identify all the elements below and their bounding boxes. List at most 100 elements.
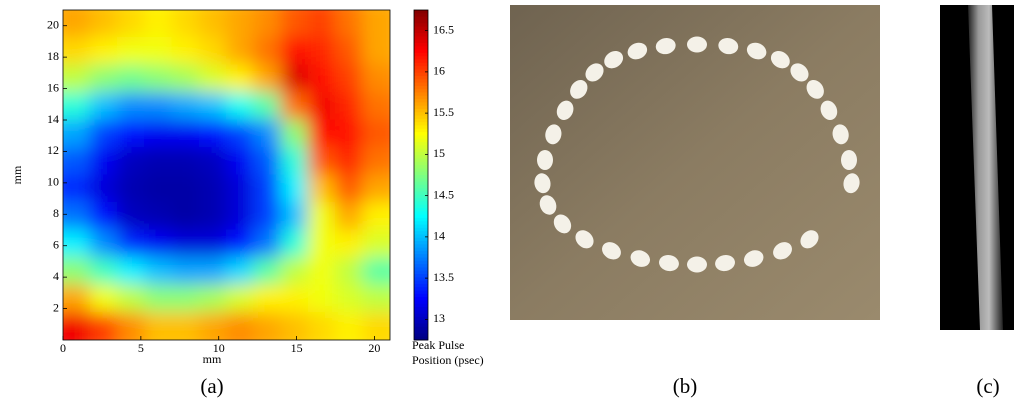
heat-cell xyxy=(171,284,200,313)
heat-cell xyxy=(198,284,227,313)
colorbar-tick-label: 13 xyxy=(433,311,445,325)
colorbar-strip xyxy=(414,52,428,57)
photo-c-structure xyxy=(968,5,1003,330)
heat-cell xyxy=(89,312,118,340)
heat-cell xyxy=(171,119,200,148)
colorbar-strip xyxy=(414,109,428,113)
colorbar-strip xyxy=(414,224,428,229)
colorbar-strip xyxy=(414,175,428,179)
heat-cell xyxy=(117,312,146,340)
colorbar-strip xyxy=(414,49,428,54)
y-tick-label: 16 xyxy=(47,80,59,94)
colorbar-strip xyxy=(414,336,428,341)
heat-cell xyxy=(226,92,255,121)
colorbar-strip xyxy=(414,214,428,219)
x-tick-label: 15 xyxy=(291,341,303,355)
heat-cell xyxy=(335,147,364,176)
heat-cell xyxy=(280,202,309,231)
colorbar-strip xyxy=(414,155,428,159)
heat-cell xyxy=(226,257,255,286)
heat-cell xyxy=(362,284,390,313)
panel-label: (b) xyxy=(673,374,698,398)
heat-cell xyxy=(335,202,364,231)
colorbar-strip xyxy=(414,280,428,285)
colorbar-tick-label: 14.5 xyxy=(433,187,454,201)
heat-cell xyxy=(307,202,336,231)
colorbar-strip xyxy=(414,204,428,209)
marker-dot xyxy=(534,173,551,194)
colorbar-frame xyxy=(413,9,429,341)
colorbar-strip xyxy=(414,234,428,239)
heat-cell xyxy=(198,64,227,93)
heat-cell xyxy=(117,147,146,176)
colorbar-strip xyxy=(414,46,428,51)
colorbar-strip xyxy=(414,19,428,24)
colorbar-strip xyxy=(414,145,428,150)
marker-dot xyxy=(602,242,621,260)
colorbar-strip xyxy=(414,264,428,268)
heat-cell xyxy=(198,10,227,39)
heat-cell xyxy=(253,147,282,176)
heat-cell xyxy=(144,92,173,121)
marker-dot xyxy=(790,63,809,82)
colorbar-strip xyxy=(414,105,428,110)
colorbar-strip xyxy=(414,29,428,34)
heat-cell xyxy=(307,37,336,66)
heat-cell xyxy=(362,92,390,121)
colorbar-strip xyxy=(414,181,428,186)
colorbar-strip xyxy=(414,287,428,291)
heat-cell xyxy=(280,257,309,286)
colorbar-strip xyxy=(414,23,428,27)
marker-dot xyxy=(556,100,574,121)
x-tick-label: 20 xyxy=(368,341,380,355)
colorbar-strip xyxy=(414,178,428,183)
heat-cell xyxy=(117,202,146,231)
colorbar-strip xyxy=(414,112,428,117)
colorbar-strip xyxy=(414,39,428,44)
heat-cell xyxy=(307,284,336,313)
heat-cell xyxy=(63,37,92,66)
marker-dot xyxy=(627,42,648,60)
heat-cell xyxy=(198,37,227,66)
heat-cell xyxy=(362,119,390,148)
heat-cell xyxy=(226,229,255,258)
colorbar-strip xyxy=(414,211,428,216)
colorbar-strip xyxy=(414,198,428,202)
colorbar-strip xyxy=(414,118,428,123)
colorbar-strip xyxy=(414,300,428,305)
heat-cell xyxy=(171,202,200,231)
heat-cell xyxy=(335,37,364,66)
marker-dot xyxy=(718,38,739,55)
marker-dot xyxy=(841,150,857,170)
heat-cell xyxy=(117,92,146,121)
colorbar-strip xyxy=(414,95,428,100)
colorbar-strip xyxy=(414,290,428,295)
heat-cell xyxy=(280,119,309,148)
y-tick-label: 8 xyxy=(53,206,59,220)
heat-cell xyxy=(89,119,118,148)
colorbar-strip xyxy=(414,270,428,275)
colorbar: 13 13.5 14 14.5 15 15.5 16 16.5 xyxy=(413,9,454,341)
marker-dot xyxy=(843,173,860,194)
colorbar-strip xyxy=(414,191,428,196)
heat-cell xyxy=(63,284,92,313)
heat-cell xyxy=(63,257,92,286)
heat-cell xyxy=(144,202,173,231)
colorbar-strip xyxy=(414,303,428,308)
colorbar-strip xyxy=(414,307,428,311)
colorbar-strip xyxy=(414,102,428,107)
marker-dot xyxy=(743,250,764,267)
heat-cell xyxy=(253,92,282,121)
heat-cell xyxy=(226,312,255,340)
heat-cell xyxy=(226,284,255,313)
heat-cell xyxy=(89,257,118,286)
colorbar-strip xyxy=(414,283,428,288)
heat-cell xyxy=(63,202,92,231)
colorbar-strip xyxy=(414,323,428,328)
heat-cell xyxy=(362,37,390,66)
heat-cell xyxy=(89,64,118,93)
heat-cell xyxy=(171,174,200,203)
y-tick-label: 20 xyxy=(47,17,59,31)
marker-dot xyxy=(687,36,707,53)
heat-cell xyxy=(144,284,173,313)
